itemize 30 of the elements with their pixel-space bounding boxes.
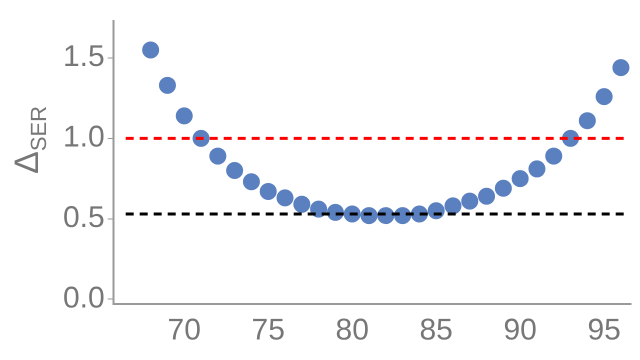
- point: [596, 88, 613, 106]
- x-tick-label: 80: [336, 313, 369, 346]
- point: [578, 112, 596, 130]
- point: [478, 188, 496, 205]
- point: [528, 160, 546, 178]
- x-tick-label: 70: [168, 313, 201, 346]
- point: [142, 41, 160, 58]
- point: [494, 180, 512, 197]
- point: [310, 200, 328, 218]
- x-tick-label: 95: [587, 313, 621, 346]
- point: [612, 59, 630, 76]
- x-tick-label: 85: [419, 313, 453, 346]
- x-tick-label: 75: [252, 313, 285, 346]
- point: [461, 192, 478, 210]
- y-tick-label: 0.0: [62, 281, 105, 314]
- point: [260, 182, 277, 200]
- y-tick-label: 1.0: [62, 120, 105, 154]
- point: [176, 107, 193, 124]
- x-tick-label: 90: [503, 313, 537, 346]
- point: [226, 162, 244, 180]
- point: [293, 196, 310, 213]
- point: [242, 173, 260, 190]
- point: [512, 170, 529, 188]
- point: [158, 76, 176, 94]
- y-tick-label: 1.5: [62, 40, 105, 74]
- point: [209, 148, 226, 165]
- point: [444, 197, 462, 214]
- point: [276, 189, 294, 206]
- point: [545, 148, 562, 165]
- y-tick-label: 0.5: [62, 201, 105, 234]
